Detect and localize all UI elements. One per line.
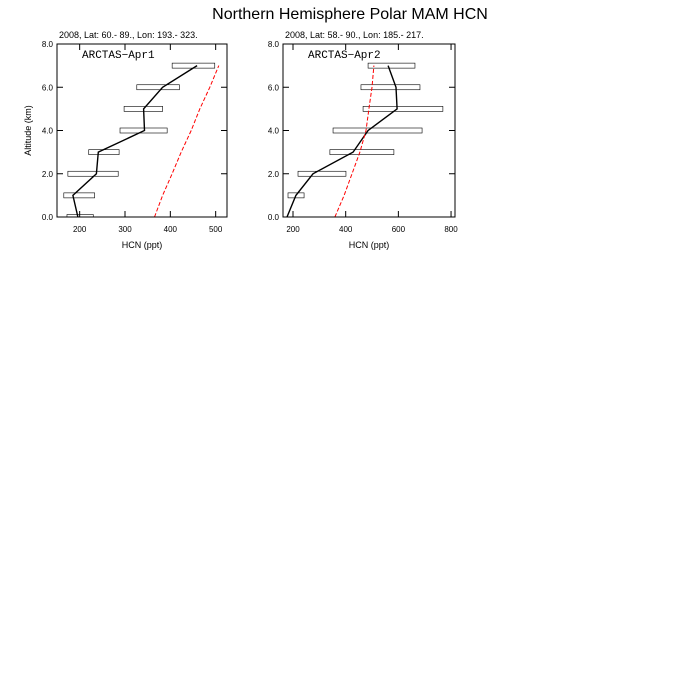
y-tick-label: 0.0 xyxy=(268,213,280,222)
data-line xyxy=(72,65,198,217)
data-line xyxy=(334,65,375,217)
y-tick-label: 2.0 xyxy=(268,170,280,179)
plot-area xyxy=(63,62,220,217)
range-box xyxy=(362,106,444,112)
x-tick-label: 800 xyxy=(444,225,458,234)
y-tick-label: 8.0 xyxy=(268,40,280,49)
y-tick-label: 6.0 xyxy=(268,83,280,92)
range-box xyxy=(297,170,347,177)
x-tick-label: 400 xyxy=(164,225,178,234)
x-axis-label: HCN (ppt) xyxy=(349,240,390,250)
x-tick-label: 400 xyxy=(339,225,353,234)
range-box xyxy=(67,170,119,177)
range-box xyxy=(332,127,423,134)
range-box xyxy=(329,149,395,155)
range-box xyxy=(63,192,95,199)
range-box xyxy=(136,84,180,91)
plot-frame xyxy=(56,43,228,218)
range-box xyxy=(360,84,421,91)
y-axis-label: Altitude (km) xyxy=(23,105,33,156)
x-tick-label: 200 xyxy=(286,225,300,234)
annotation: ARCTAS−Apr1 xyxy=(82,50,155,62)
plot-area xyxy=(286,62,444,217)
y-tick-label: 4.0 xyxy=(268,127,280,136)
range-box xyxy=(119,127,168,134)
page-title: Northern Hemisphere Polar MAM HCN xyxy=(212,6,488,23)
x-tick-label: 500 xyxy=(209,225,223,234)
data-line xyxy=(154,65,220,217)
x-axis-label: HCN (ppt) xyxy=(122,240,163,250)
y-tick-label: 8.0 xyxy=(42,40,54,49)
range-box xyxy=(287,192,305,199)
x-tick-label: 300 xyxy=(118,225,132,234)
range-box xyxy=(367,62,416,69)
y-tick-label: 6.0 xyxy=(42,83,54,92)
data-line xyxy=(286,65,398,217)
y-tick-label: 4.0 xyxy=(42,127,54,136)
x-tick-label: 200 xyxy=(73,225,87,234)
y-tick-label: 2.0 xyxy=(42,170,54,179)
panel-subtitle: 2008, Lat: 60.- 89., Lon: 193.- 323. xyxy=(59,30,198,40)
plot-frame xyxy=(282,43,456,218)
annotation: ARCTAS−Apr2 xyxy=(308,50,381,62)
y-tick-label: 0.0 xyxy=(42,213,54,222)
range-box xyxy=(88,149,120,155)
panel-subtitle: 2008, Lat: 58.- 90., Lon: 185.- 217. xyxy=(285,30,424,40)
x-tick-label: 600 xyxy=(392,225,406,234)
